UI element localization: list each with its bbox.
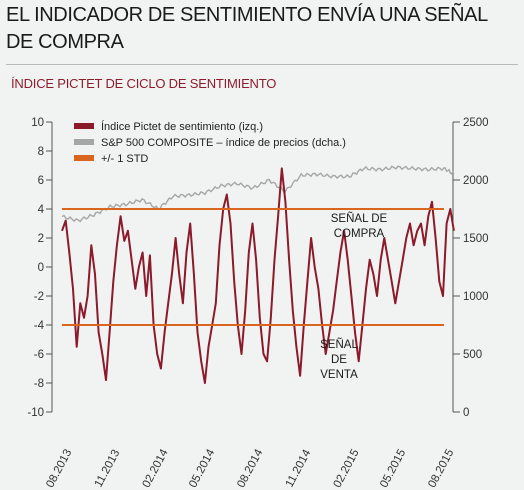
left-tick-label: 0 bbox=[38, 262, 44, 274]
x-tick-label: 05.2015 bbox=[378, 447, 408, 489]
legend-swatch-sentiment bbox=[74, 123, 94, 129]
left-tick-label: -4 bbox=[34, 320, 45, 332]
x-tick-label: 11.2014 bbox=[284, 447, 314, 489]
x-tick-label: 05.2014 bbox=[187, 447, 217, 490]
sell-signal-label-line-3: VENTA bbox=[320, 369, 358, 381]
x-tick-label: 08.2015 bbox=[426, 447, 456, 489]
left-tick-label: -8 bbox=[34, 378, 44, 390]
right-tick-label: 2500 bbox=[463, 117, 489, 129]
left-tick-label: 2 bbox=[38, 233, 44, 245]
headline-line-2: DE COMPRA bbox=[6, 31, 124, 53]
x-tick-label: 08.2013 bbox=[44, 447, 74, 489]
sp500-series-line bbox=[61, 165, 455, 223]
left-tick-label: 10 bbox=[31, 117, 44, 129]
legend-swatch-std bbox=[74, 155, 94, 161]
right-tick-label: 2000 bbox=[463, 175, 489, 187]
headline-divider bbox=[6, 64, 518, 65]
legend-swatch-sp500 bbox=[74, 139, 94, 145]
left-tick-label: -10 bbox=[27, 407, 44, 419]
legend-label-std: +/- 1 STD bbox=[101, 153, 148, 165]
right-tick-label: 1500 bbox=[463, 233, 489, 245]
legend-label-sp500: S&P 500 COMPOSITE – índice de precios (d… bbox=[101, 137, 346, 149]
left-tick-label: 4 bbox=[38, 204, 45, 216]
buy-signal-label-line-2: COMPRA bbox=[334, 228, 385, 240]
left-tick-label: 6 bbox=[38, 175, 44, 187]
left-tick-label: -2 bbox=[34, 291, 44, 303]
right-tick-label: 500 bbox=[463, 349, 482, 361]
headline: EL INDICADOR DE SENTIMIENTO ENVÍA UNA SE… bbox=[6, 2, 506, 56]
legend-label-sentiment: Índice Pictet de sentimiento (izq.) bbox=[101, 120, 263, 133]
buy-signal-label-line-1: SEÑAL DE bbox=[331, 212, 388, 225]
chart-title: ÍNDICE PICTET DE CICLO DE SENTIMIENTO bbox=[11, 76, 277, 91]
sentiment-series-line bbox=[61, 167, 455, 384]
x-tick-label: 02.2014 bbox=[141, 447, 171, 490]
left-tick-label: 8 bbox=[38, 146, 44, 158]
left-tick-label: -6 bbox=[34, 349, 44, 361]
right-tick-label: 0 bbox=[463, 407, 469, 419]
sell-signal-label-line-1: SEÑAL bbox=[320, 338, 358, 351]
x-tick-label: 02.2015 bbox=[332, 447, 362, 489]
right-tick-label: 1000 bbox=[463, 291, 489, 303]
headline-line-1: EL INDICADOR DE SENTIMIENTO ENVÍA UNA SE… bbox=[6, 4, 488, 26]
sell-signal-label-line-2: DE bbox=[331, 354, 347, 366]
x-tick-label: 08.2014 bbox=[235, 447, 265, 490]
x-tick-label: 11.2013 bbox=[93, 448, 123, 490]
